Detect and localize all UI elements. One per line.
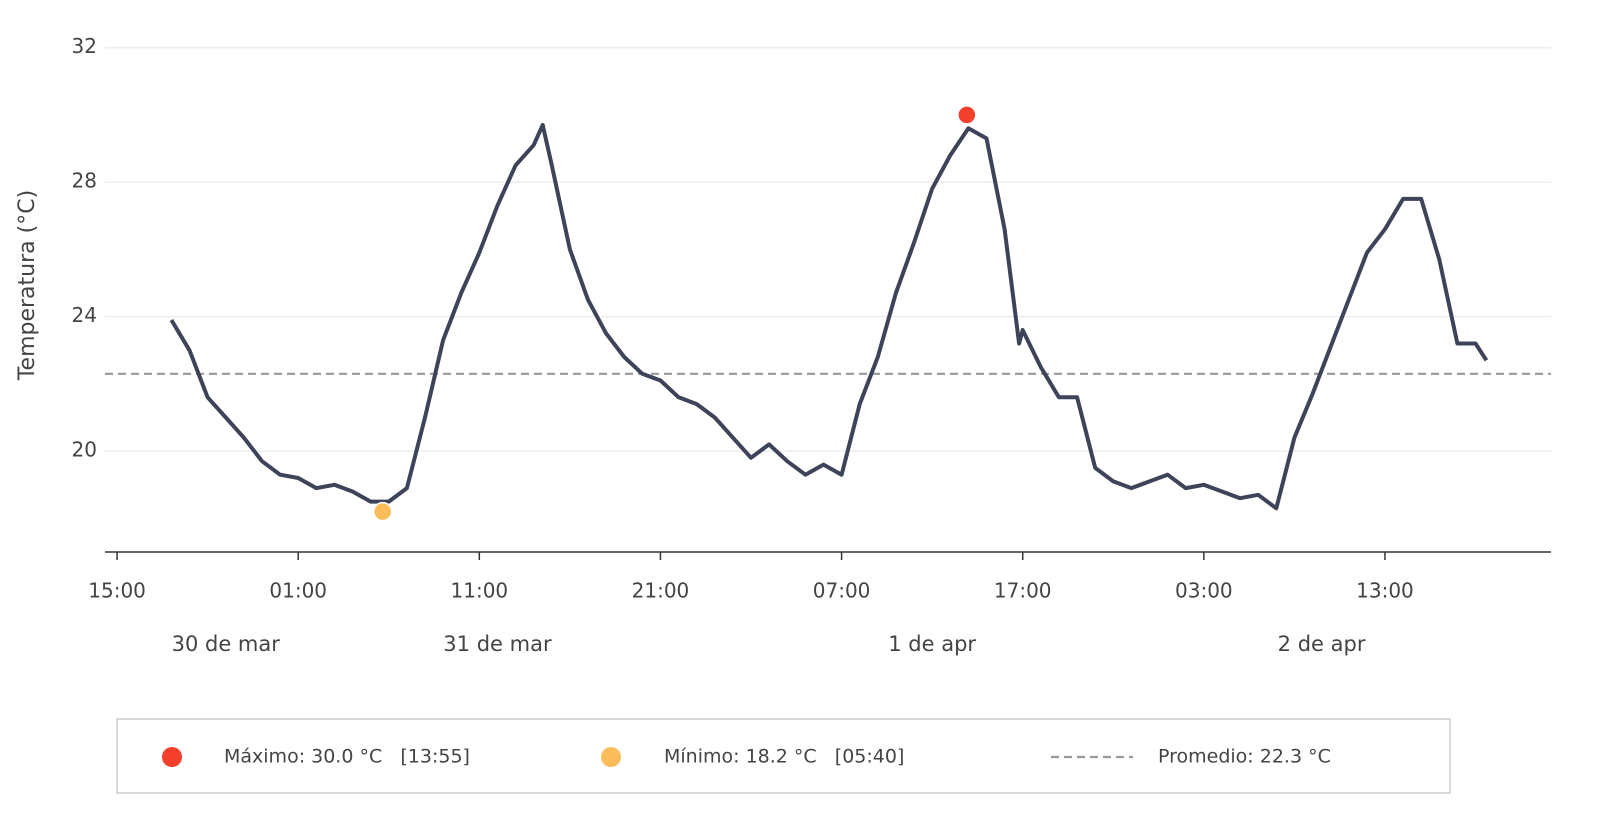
x-tick-label: 03:00 xyxy=(1175,579,1233,603)
date-label: 31 de mar xyxy=(443,632,552,656)
y-tick-label: 28 xyxy=(72,169,97,193)
legend-max-label: Máximo: 30.0 °C [13:55] xyxy=(224,746,470,768)
temperature-line xyxy=(169,123,1489,511)
legend-min-swatch xyxy=(601,747,621,767)
max-point xyxy=(957,105,977,125)
legend-min-label: Mínimo: 18.2 °C [05:40] xyxy=(664,746,904,768)
x-tick-label: 11:00 xyxy=(451,579,509,603)
legend-mean-label: Promedio: 22.3 °C xyxy=(1158,746,1331,768)
x-tick-label: 13:00 xyxy=(1356,579,1414,603)
y-tick-label: 24 xyxy=(72,303,97,327)
x-tick-label: 07:00 xyxy=(813,579,871,603)
x-tick-label: 17:00 xyxy=(994,579,1052,603)
y-tick-label: 32 xyxy=(72,34,97,58)
date-label: 2 de apr xyxy=(1278,632,1366,656)
date-label: 1 de apr xyxy=(888,632,976,656)
x-tick-label: 15:00 xyxy=(88,579,146,603)
y-axis-label: Temperatura (°C) xyxy=(15,190,40,381)
x-tick-label: 21:00 xyxy=(632,579,690,603)
legend-max-swatch xyxy=(162,747,182,767)
legend-box xyxy=(116,718,1451,794)
x-tick-label: 01:00 xyxy=(269,579,327,603)
y-tick-label: 20 xyxy=(72,438,97,462)
date-label: 30 de mar xyxy=(172,632,281,656)
min-point xyxy=(372,501,393,522)
